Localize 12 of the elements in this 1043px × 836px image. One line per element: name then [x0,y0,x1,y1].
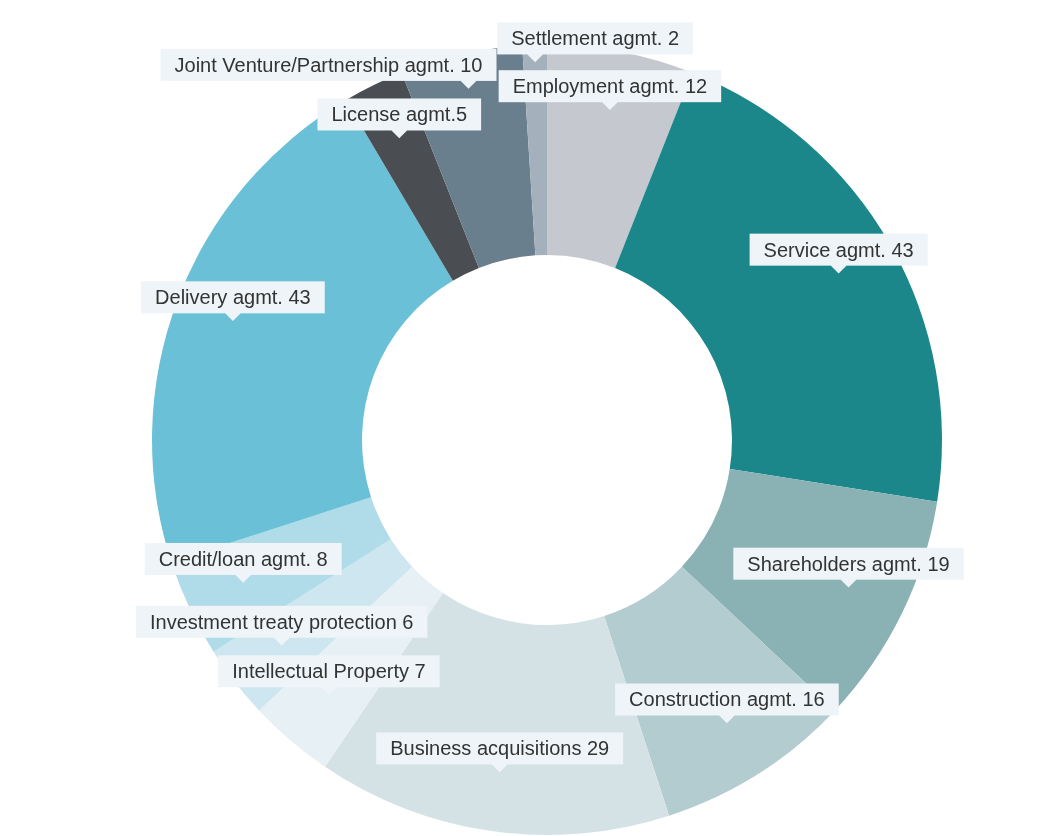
slice-label: Shareholders agmt. 19 [747,552,950,575]
slice-label: Business acquisitions 29 [390,737,610,760]
slice-label: Settlement agmt. 2 [511,27,680,50]
slice-label: Investment treaty protection 6 [149,610,414,633]
legend-label: Intellectual Property 7 [232,660,426,683]
slice-label: License agmt.5 [331,103,468,126]
slice-label: Employment agmt. 12 [512,75,708,98]
slice-label: Construction agmt. 16 [629,688,825,711]
slice-label: Service agmt. 43 [763,238,914,261]
slice-label: Delivery agmt. 43 [155,286,311,309]
slice-label: Joint Venture/Partnership agmt. 10 [174,53,483,76]
slice-label: Credit/loan agmt. 8 [158,547,328,570]
